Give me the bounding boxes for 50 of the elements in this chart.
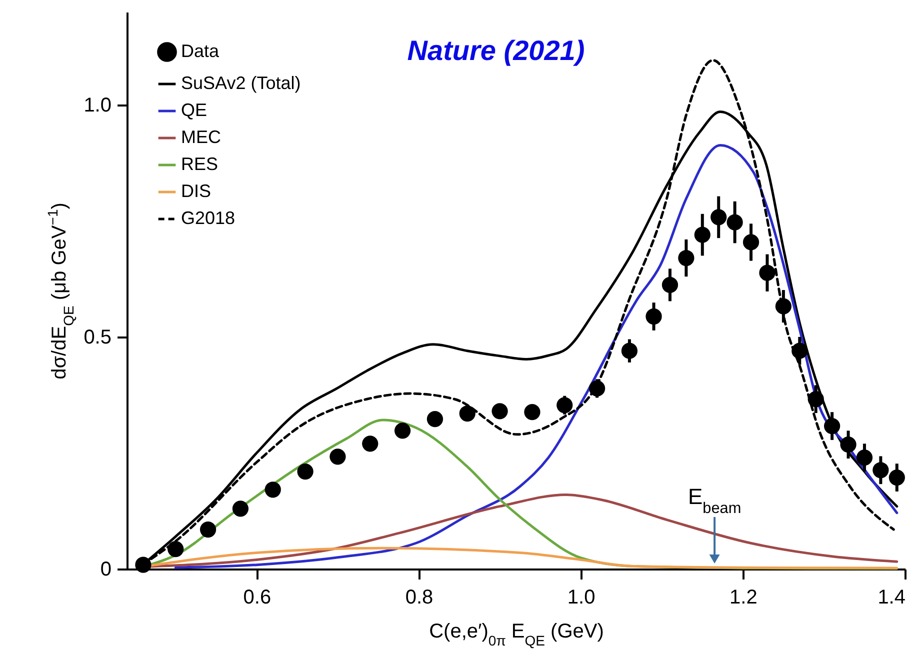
- point: [775, 298, 792, 314]
- point: [330, 448, 346, 465]
- x-axis-title: C(e,e′)$_{0π}$ E$_{QE}$ (GeV): [429, 620, 604, 648]
- point: [394, 422, 411, 439]
- point: [426, 411, 444, 428]
- point: [556, 397, 573, 414]
- y-tick-label: 0.5: [84, 326, 112, 348]
- legend-label: RES: [181, 154, 218, 174]
- point: [524, 404, 540, 420]
- x-tick-label: 1.2: [730, 586, 758, 608]
- point: [678, 250, 694, 266]
- annotation: E$_{beam}$: [688, 484, 742, 516]
- text: Nature (2021): [407, 35, 585, 66]
- legend-label: Data: [181, 41, 220, 61]
- legend-label: MEC: [181, 127, 221, 147]
- legend-label: DIS: [181, 181, 212, 201]
- x-tick-label: 1.0: [567, 586, 596, 608]
- point: [808, 391, 824, 408]
- point: [856, 450, 873, 466]
- point: [232, 500, 249, 517]
- point: [726, 214, 743, 230]
- x-tick-label: 0.6: [243, 586, 272, 608]
- point: [759, 264, 776, 281]
- point: [840, 436, 856, 453]
- point: [362, 436, 378, 452]
- point: [872, 462, 889, 478]
- point: [646, 308, 662, 325]
- point: [694, 226, 710, 243]
- point: [168, 540, 184, 558]
- point: [492, 403, 508, 420]
- legend-label: QE: [181, 100, 208, 120]
- x-tick-label: 0.8: [405, 586, 434, 608]
- point: [742, 234, 760, 250]
- point: [888, 470, 905, 486]
- point: [459, 405, 476, 422]
- x-tick-label: 1.4: [878, 586, 906, 608]
- point: [588, 380, 606, 396]
- y-tick-label: 0: [100, 558, 112, 580]
- y-tick-label: 1.0: [84, 94, 112, 116]
- point: [200, 522, 216, 538]
- legend-label: G2018: [181, 208, 236, 228]
- legend-label: SuSAv2 (Total): [181, 73, 301, 93]
- point: [662, 276, 678, 293]
- point: [824, 418, 840, 434]
- point: [135, 556, 152, 573]
- point: [264, 482, 281, 498]
- point: [710, 209, 727, 226]
- point: [621, 342, 638, 359]
- point: [297, 463, 314, 480]
- point: [792, 342, 808, 359]
